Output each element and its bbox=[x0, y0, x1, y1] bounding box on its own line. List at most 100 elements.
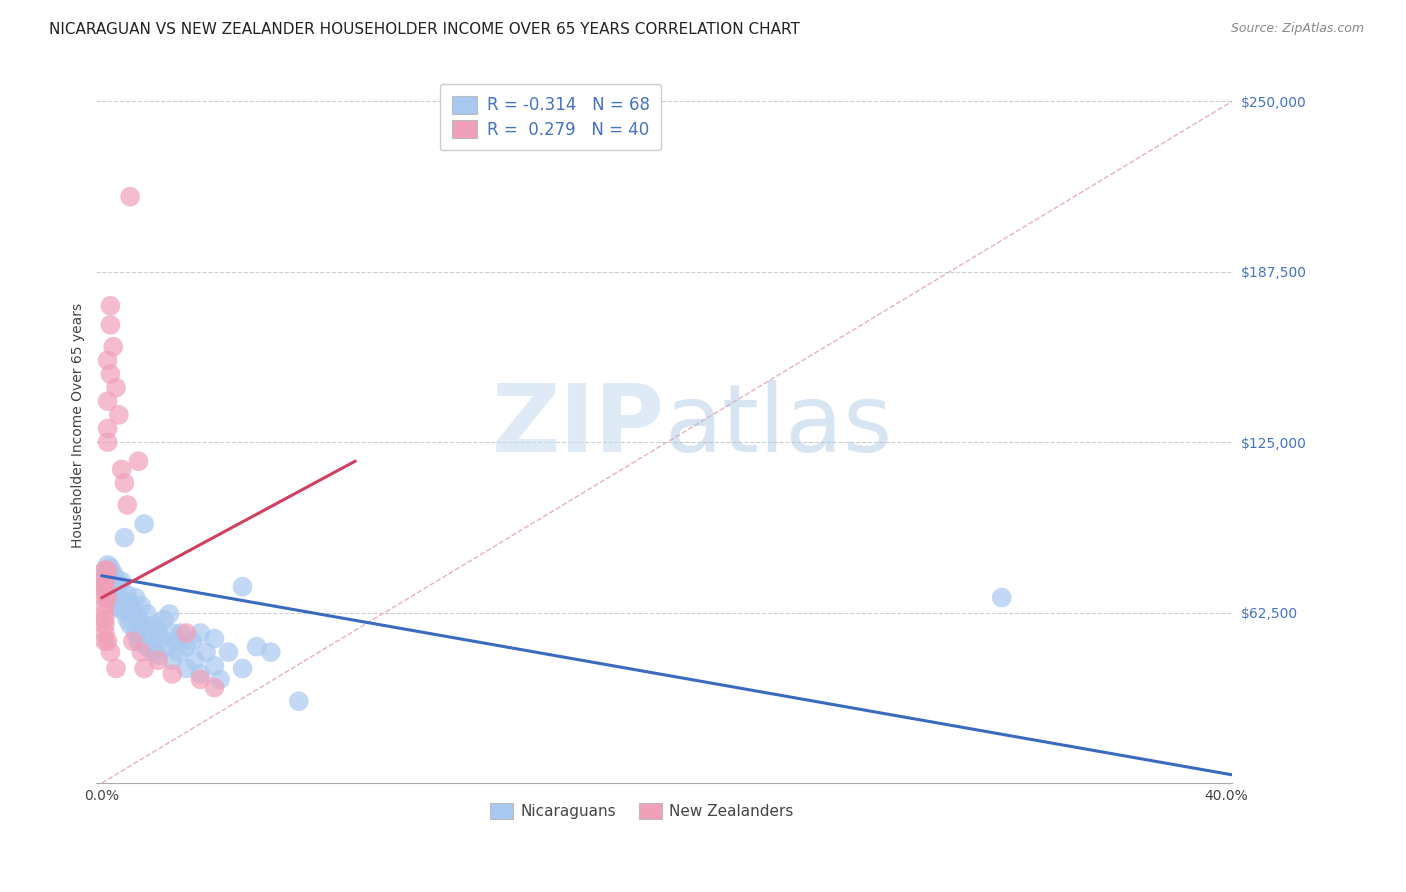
Point bbox=[108, 601, 131, 615]
Point bbox=[209, 673, 232, 687]
Point bbox=[134, 618, 156, 632]
Point bbox=[117, 612, 139, 626]
Point bbox=[94, 634, 117, 648]
Point bbox=[134, 661, 156, 675]
Point bbox=[136, 640, 159, 654]
Point bbox=[122, 634, 145, 648]
Point bbox=[218, 645, 240, 659]
Point bbox=[142, 634, 165, 648]
Point bbox=[103, 566, 125, 580]
Point bbox=[94, 599, 117, 613]
Point bbox=[111, 574, 134, 589]
Point bbox=[100, 574, 122, 589]
Point bbox=[105, 661, 128, 675]
Point bbox=[195, 645, 218, 659]
Point bbox=[162, 626, 184, 640]
Point bbox=[204, 658, 226, 673]
Point bbox=[97, 634, 120, 648]
Point bbox=[159, 607, 181, 621]
Point bbox=[94, 626, 117, 640]
Point bbox=[94, 572, 117, 586]
Point bbox=[136, 607, 159, 621]
Point bbox=[184, 653, 207, 667]
Point bbox=[94, 612, 117, 626]
Point bbox=[100, 582, 122, 597]
Point bbox=[190, 667, 212, 681]
Point bbox=[100, 318, 122, 332]
Y-axis label: Householder Income Over 65 years: Householder Income Over 65 years bbox=[72, 303, 86, 549]
Point bbox=[97, 563, 120, 577]
Point bbox=[100, 645, 122, 659]
Point bbox=[162, 667, 184, 681]
Point bbox=[120, 190, 142, 204]
Point bbox=[176, 626, 198, 640]
Point bbox=[148, 624, 170, 638]
Point bbox=[156, 640, 179, 654]
Point bbox=[97, 421, 120, 435]
Point bbox=[94, 607, 117, 621]
Legend: Nicaraguans, New Zealanders: Nicaraguans, New Zealanders bbox=[484, 797, 800, 825]
Point bbox=[139, 626, 162, 640]
Point bbox=[94, 572, 117, 586]
Point bbox=[114, 476, 136, 491]
Point bbox=[97, 591, 120, 605]
Point bbox=[181, 634, 204, 648]
Point bbox=[190, 673, 212, 687]
Point bbox=[100, 560, 122, 574]
Point bbox=[232, 661, 254, 675]
Point bbox=[100, 299, 122, 313]
Point bbox=[105, 381, 128, 395]
Point bbox=[103, 340, 125, 354]
Text: Source: ZipAtlas.com: Source: ZipAtlas.com bbox=[1230, 22, 1364, 36]
Point bbox=[288, 694, 311, 708]
Point bbox=[150, 632, 173, 646]
Point bbox=[97, 580, 120, 594]
Point bbox=[125, 626, 148, 640]
Point bbox=[260, 645, 283, 659]
Point bbox=[97, 435, 120, 450]
Point bbox=[120, 596, 142, 610]
Point bbox=[97, 353, 120, 368]
Point bbox=[167, 645, 190, 659]
Point bbox=[128, 612, 150, 626]
Point bbox=[190, 626, 212, 640]
Point bbox=[111, 593, 134, 607]
Point bbox=[108, 408, 131, 422]
Point bbox=[204, 632, 226, 646]
Point bbox=[117, 498, 139, 512]
Point bbox=[114, 531, 136, 545]
Point bbox=[94, 618, 117, 632]
Point bbox=[204, 681, 226, 695]
Point bbox=[120, 618, 142, 632]
Point bbox=[94, 577, 117, 591]
Point bbox=[94, 580, 117, 594]
Point bbox=[232, 580, 254, 594]
Point bbox=[97, 394, 120, 409]
Point bbox=[100, 367, 122, 381]
Text: atlas: atlas bbox=[664, 380, 893, 472]
Point bbox=[114, 604, 136, 618]
Point bbox=[128, 454, 150, 468]
Point bbox=[122, 604, 145, 618]
Point bbox=[105, 599, 128, 613]
Point bbox=[131, 621, 153, 635]
Point bbox=[246, 640, 269, 654]
Point bbox=[103, 591, 125, 605]
Text: NICARAGUAN VS NEW ZEALANDER HOUSEHOLDER INCOME OVER 65 YEARS CORRELATION CHART: NICARAGUAN VS NEW ZEALANDER HOUSEHOLDER … bbox=[49, 22, 800, 37]
Point bbox=[990, 591, 1012, 605]
Point bbox=[94, 563, 117, 577]
Point bbox=[94, 563, 117, 577]
Point bbox=[145, 618, 167, 632]
Point bbox=[131, 645, 153, 659]
Point bbox=[142, 645, 165, 659]
Point bbox=[170, 626, 193, 640]
Point bbox=[105, 572, 128, 586]
Point bbox=[148, 653, 170, 667]
Point bbox=[117, 588, 139, 602]
Point bbox=[105, 585, 128, 599]
Point bbox=[97, 558, 120, 572]
Text: ZIP: ZIP bbox=[492, 380, 664, 472]
Point bbox=[108, 591, 131, 605]
Point bbox=[94, 585, 117, 599]
Point bbox=[94, 591, 117, 605]
